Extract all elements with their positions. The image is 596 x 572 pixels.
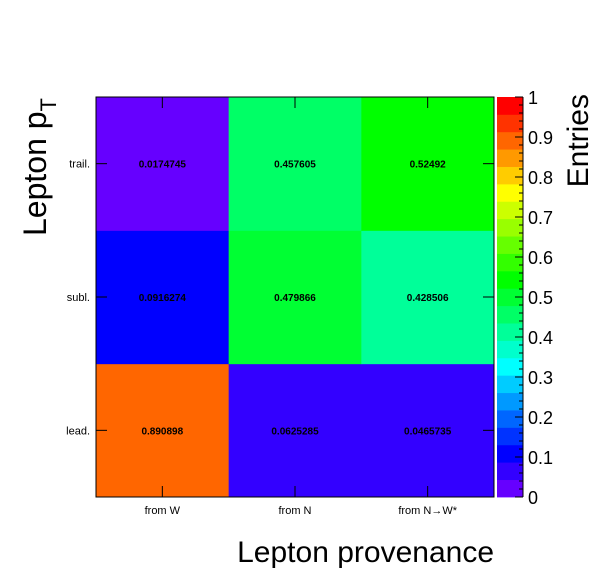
colorbar-segment [497,97,523,115]
y-axis-title: Lepton pT [17,98,61,236]
colorbar-tick-label: 0.6 [528,248,553,268]
colorbar-segment [497,392,523,411]
heatmap-cell [361,363,495,498]
colorbar-segment [497,201,523,220]
colorbar-segment [497,323,523,341]
colorbar-segment [497,114,523,133]
heatmap-cells [96,97,495,498]
heatmap-cell-value: 0.0916274 [139,293,187,304]
y-axis-title-main: Lepton p [17,111,53,236]
colorbar-segment [497,357,523,376]
x-tick-label: from W [145,505,181,517]
heatmap-cell [228,230,362,365]
heatmap-cell-value: 0.52492 [410,160,447,171]
heatmap-cell [228,363,362,498]
heatmap-cell-value: 0.479866 [274,293,316,304]
heatmap-cell-value: 0.0174745 [139,160,187,171]
colorbar-segment [497,340,523,359]
colorbar-segment [497,288,523,307]
colorbar-segment [497,149,523,167]
colorbar-segment [497,462,523,481]
heatmap-cell-value: 0.428506 [407,293,449,304]
colorbar-segment [497,305,523,324]
y-tick-label: lead. [66,425,90,437]
x-axis-title: Lepton provenance [237,536,494,569]
colorbar: 0 0.1 0.2 0.3 0.4 0.5 0.6 0.7 0.8 0.9 1 [497,88,553,508]
y-tick-label: subl. [67,292,90,304]
heatmap-cell [361,230,495,365]
colorbar-segment [497,253,523,272]
colorbar-tick-label: 0.4 [528,328,553,348]
svg-text:Lepton pT: Lepton pT [17,98,61,236]
colorbar-segment [497,131,523,150]
colorbar-tick-label: 0.7 [528,208,553,228]
y-tick-label: trail. [69,159,90,171]
colorbar-segment [497,270,523,289]
colorbar-tick-label: 0.2 [528,408,553,428]
colorbar-segment [497,166,523,185]
colorbar-tick-label: 0.5 [528,288,553,308]
heatmap-cell-value: 0.0625285 [271,426,319,437]
x-tick-label: from N→W* [398,505,457,517]
colorbar-tick-label: 0.9 [528,128,553,148]
colorbar-tick-label: 0.8 [528,168,553,188]
colorbar-segment [497,444,523,463]
heatmap-cell [96,363,230,498]
heatmap-cell [96,97,230,231]
heatmap-cell-labels: 0.890898 0.0625285 0.0465735 0.0916274 0.479… [139,160,452,438]
x-axis-ticks: from W from N from N→W* [145,97,458,517]
y-axis-ticks: lead. subl. trail. [66,159,494,437]
colorbar-segment [497,479,523,498]
colorbar-segment [497,375,523,394]
x-tick-label: from N [279,505,312,517]
heatmap-cell-value: 0.0465735 [404,426,452,437]
colorbar-title: Entries [562,94,595,187]
colorbar-segment [497,236,523,254]
colorbar-tick-label: 0.3 [528,368,553,388]
colorbar-segment [497,218,523,237]
colorbar-segment [497,410,523,428]
colorbar-tick-label: 0.1 [528,448,553,468]
heatmap-cell-value: 0.890898 [141,426,183,437]
colorbar-tick-label: 1 [528,88,538,108]
colorbar-segment [497,427,523,446]
heatmap-cell [361,97,495,231]
y-axis-title-subscript: T [36,98,61,111]
colorbar-segment [497,183,523,202]
heatmap-cell [96,230,230,365]
colorbar-tick-label: 0 [528,488,538,508]
heatmap-cell-value: 0.457605 [274,160,316,171]
heatmap-cell [228,97,362,231]
